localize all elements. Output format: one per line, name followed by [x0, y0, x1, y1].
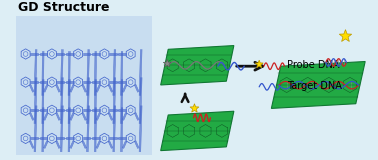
Polygon shape	[339, 30, 352, 41]
Polygon shape	[16, 16, 152, 155]
Polygon shape	[190, 104, 199, 112]
Polygon shape	[161, 46, 234, 85]
Polygon shape	[163, 59, 171, 67]
Text: Target DNA: Target DNA	[287, 81, 342, 91]
Polygon shape	[255, 60, 263, 68]
Polygon shape	[271, 61, 365, 108]
Text: GD Structure: GD Structure	[18, 1, 110, 14]
Text: Probe DNA: Probe DNA	[287, 60, 340, 70]
Polygon shape	[161, 111, 234, 151]
